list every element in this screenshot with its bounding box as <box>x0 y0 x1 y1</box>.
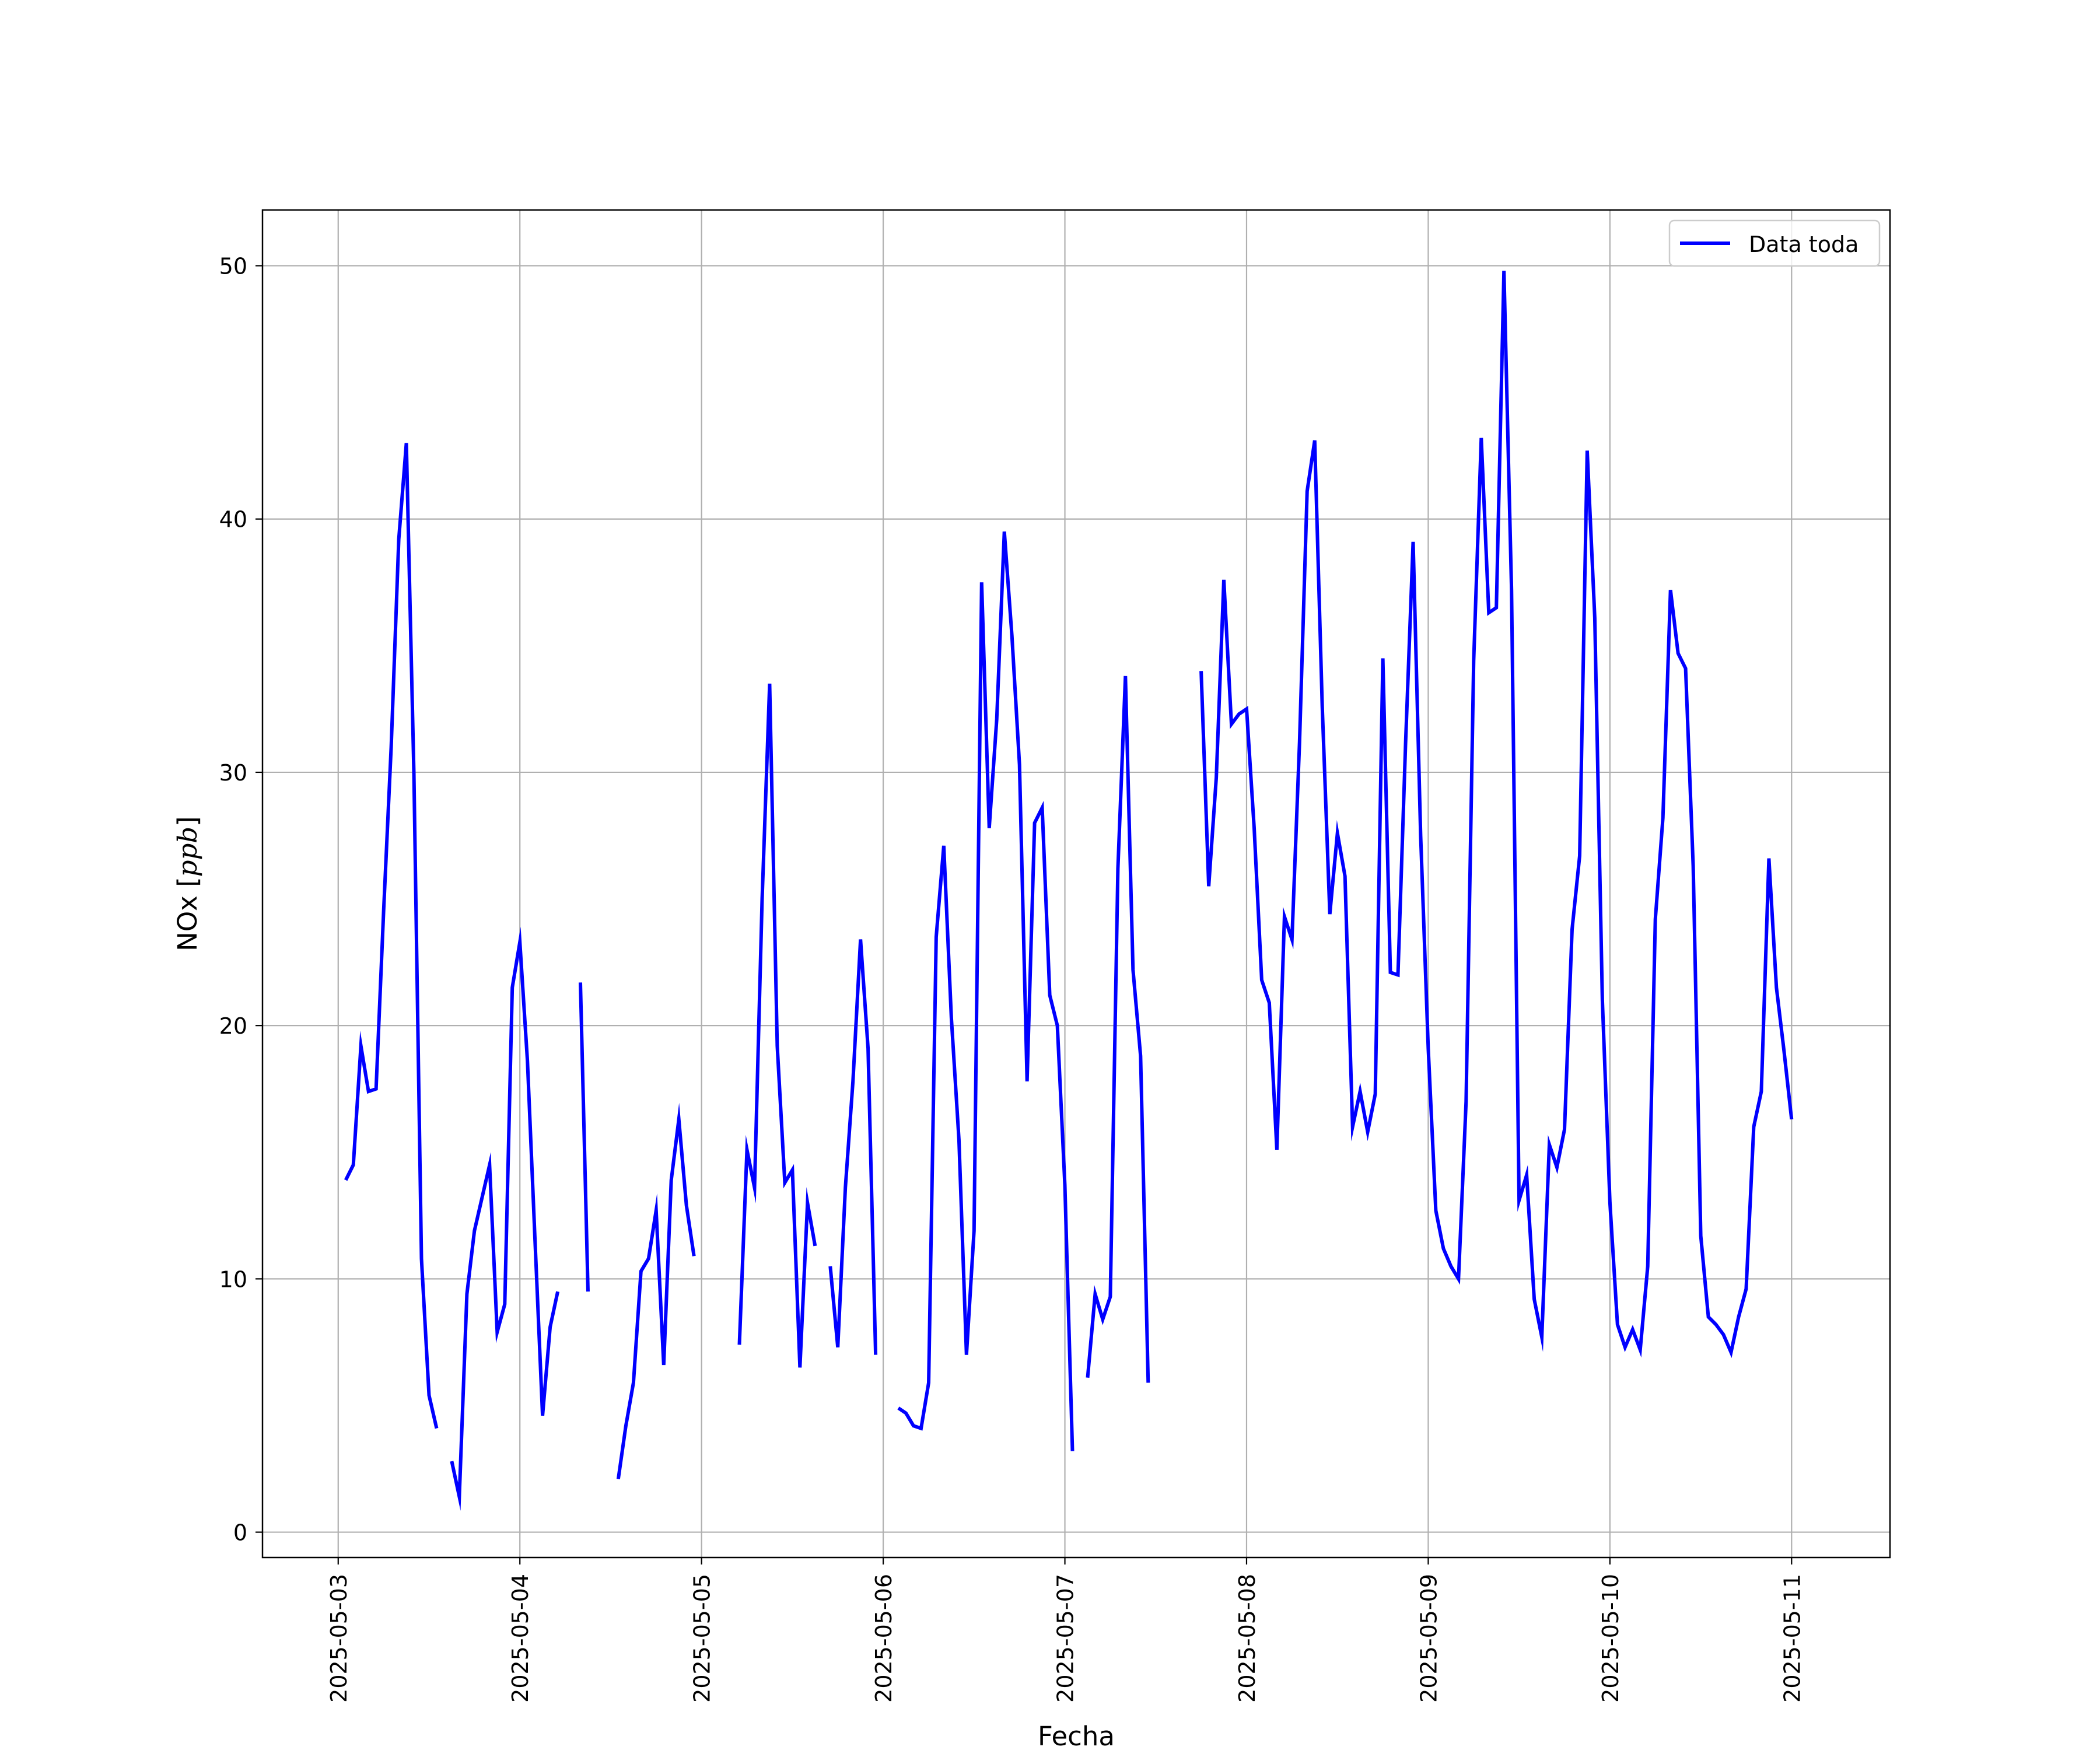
x-tick-label: 2025-05-05 <box>690 1574 715 1703</box>
x-tick-label: 2025-05-07 <box>1053 1574 1079 1703</box>
legend-label-data-toda: Data toda <box>1749 232 1859 257</box>
x-tick-label: 2025-05-09 <box>1416 1574 1441 1703</box>
y-tick-label: 40 <box>219 507 247 533</box>
y-axis-title-close: ] <box>172 816 203 827</box>
x-tick-label: 2025-05-03 <box>326 1574 352 1703</box>
y-axis-title: NOx [ppb] <box>172 816 203 951</box>
legend-box <box>1668 219 1881 267</box>
x-tick-label: 2025-05-06 <box>871 1574 897 1703</box>
axis-ticks: 2025-05-03 2025-05-04 2025-05-05 2025-05-06… <box>219 254 1805 1703</box>
y-tick-label: 0 <box>233 1520 247 1546</box>
x-tick-label: 2025-05-10 <box>1598 1574 1623 1703</box>
plot-area <box>262 210 1890 1558</box>
series-line <box>344 271 1794 1511</box>
y-tick-label: 30 <box>219 760 247 786</box>
legend: Data toda <box>1668 219 1881 267</box>
y-axis-title-unit: ppb <box>172 827 203 877</box>
gridlines <box>262 210 1890 1558</box>
y-tick-label: 50 <box>219 254 247 279</box>
x-tick-label: 2025-05-08 <box>1234 1574 1260 1703</box>
x-tick-label: 2025-05-11 <box>1779 1574 1805 1703</box>
x-tick-label: 2025-05-04 <box>508 1574 533 1703</box>
y-tick-label: 10 <box>219 1266 247 1292</box>
series-data-toda <box>344 271 1794 1511</box>
y-tick-label: 20 <box>219 1013 247 1039</box>
y-axis-title-main: NOx [ <box>172 877 203 951</box>
plot-frame <box>261 209 1891 1559</box>
x-axis-title: Fecha <box>1038 1721 1115 1750</box>
